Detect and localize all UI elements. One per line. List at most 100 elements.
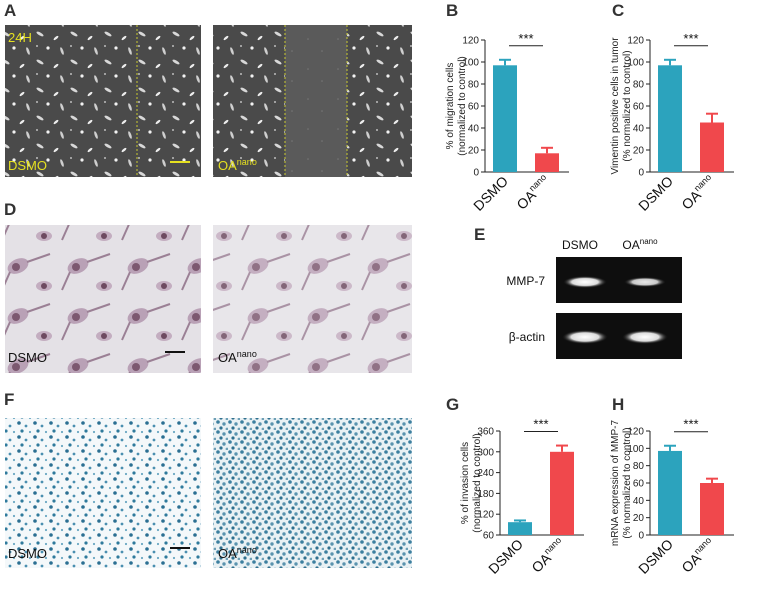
y-tick-label: 40: [633, 124, 645, 135]
y-tick-label: 60: [633, 479, 645, 490]
column-label: DSMO: [562, 238, 598, 252]
y-tick-label: 20: [633, 513, 645, 524]
x-tick-label: OAnano: [528, 535, 568, 575]
y-axis-label: mRNA expression of MMP-7(% normalized to…: [610, 419, 633, 546]
panel-letter: D: [4, 200, 16, 219]
image-label: OAnano: [218, 157, 257, 173]
y-axis-label: % of migration cells(normalized to contr…: [445, 56, 468, 155]
bar: [658, 450, 682, 535]
y-tick-label: 80: [468, 80, 480, 91]
label-sup: nano: [237, 349, 257, 359]
x-tick-label: DSMO: [635, 536, 676, 577]
category-sup: nano: [542, 535, 563, 556]
y-tick-label: 360: [477, 427, 494, 438]
significance-label: ***: [518, 31, 533, 46]
y-tick-label: 120: [627, 36, 644, 47]
image-label: OAnano: [218, 349, 257, 365]
y-tick-label: 100: [462, 58, 479, 69]
y-axis-label-line: % of migration cells: [445, 63, 456, 150]
label-sup: nano: [640, 237, 658, 246]
y-tick-label: 60: [633, 102, 645, 113]
panel-letter: F: [4, 390, 14, 409]
gel-band: [622, 330, 668, 344]
y-tick-label: 0: [638, 531, 644, 542]
x-tick-label: OAnano: [678, 535, 718, 575]
panel-letter: H: [612, 395, 624, 414]
y-tick-label: 0: [638, 168, 644, 179]
y-axis-label-line: (normalized to control): [457, 56, 468, 155]
significance-label: ***: [683, 417, 698, 432]
label-text: OA: [218, 546, 237, 561]
significance-label: ***: [533, 417, 548, 432]
column-label: OAnano: [622, 237, 658, 252]
y-tick-label: 60: [468, 102, 480, 113]
y-tick-label: 120: [462, 36, 479, 47]
x-tick-label: OAnano: [678, 172, 718, 212]
micrograph: [5, 418, 201, 568]
y-tick-label: 60: [483, 531, 495, 542]
time-label: 24H: [8, 30, 32, 45]
y-tick-label: 180: [477, 489, 494, 500]
y-tick-label: 20: [468, 146, 480, 157]
image-label: DSMO: [8, 546, 47, 561]
x-tick-label: OAnano: [513, 172, 553, 212]
micrograph: [213, 418, 412, 568]
panel-letter: B: [446, 1, 458, 20]
y-tick-label: 80: [633, 80, 645, 91]
y-tick-label: 120: [627, 427, 644, 438]
y-axis-label-line: % of invasion cells: [460, 442, 471, 524]
gel-band: [563, 276, 607, 288]
category-sup: nano: [527, 172, 548, 193]
y-tick-label: 100: [627, 444, 644, 455]
y-axis-label-line: (% normalized to control): [622, 50, 633, 161]
bar: [700, 483, 724, 535]
panel-letter: A: [4, 1, 16, 20]
bar: [535, 153, 559, 172]
panel-letter: G: [446, 395, 459, 414]
category: DSMO: [635, 536, 676, 577]
gel-band: [562, 330, 608, 344]
y-axis-label: % of invasion cells(normalized to contro…: [460, 433, 483, 532]
y-tick-label: 0: [473, 168, 479, 179]
y-axis-label-line: Vimentin positive cells in tumor: [610, 37, 621, 175]
y-tick-label: 20: [633, 146, 645, 157]
y-tick-label: 240: [477, 468, 494, 479]
bar: [658, 65, 682, 172]
x-tick-label: DSMO: [635, 173, 676, 214]
x-tick-label: DSMO: [485, 536, 526, 577]
y-axis-label-line: mRNA expression of MMP-7: [610, 419, 621, 546]
image-label: DSMO: [8, 158, 47, 173]
bar: [508, 522, 532, 535]
label-text: OA: [622, 238, 639, 252]
bar: [493, 65, 517, 172]
image-label: DSMO: [8, 350, 47, 365]
x-tick-label: DSMO: [470, 173, 511, 214]
panel-letter: C: [612, 1, 624, 20]
y-axis-label-line: (% normalized to control): [622, 427, 633, 538]
y-tick-label: 100: [627, 58, 644, 69]
category: DSMO: [470, 173, 511, 214]
micrograph: [213, 225, 412, 373]
micrograph: [5, 225, 201, 373]
category-sup: nano: [692, 172, 713, 193]
label-sup: nano: [237, 157, 257, 167]
panel-letter: E: [474, 225, 485, 244]
y-tick-label: 40: [633, 496, 645, 507]
y-axis-label-line: (normalized to control): [472, 433, 483, 532]
label-text: OA: [218, 350, 237, 365]
category: DSMO: [635, 173, 676, 214]
bar: [700, 122, 724, 172]
category-sup: nano: [692, 535, 713, 556]
category: DSMO: [485, 536, 526, 577]
row-label: β-actin: [509, 330, 545, 344]
y-axis-label: Vimentin positive cells in tumor(% norma…: [610, 37, 633, 175]
row-label: MMP-7: [506, 274, 545, 288]
micrograph: [5, 25, 201, 177]
bar: [550, 451, 574, 535]
y-tick-label: 120: [477, 510, 494, 521]
label-sup: nano: [237, 545, 257, 555]
image-label: OAnano: [218, 545, 257, 561]
significance-label: ***: [683, 31, 698, 46]
scratch-gap: [285, 25, 347, 177]
